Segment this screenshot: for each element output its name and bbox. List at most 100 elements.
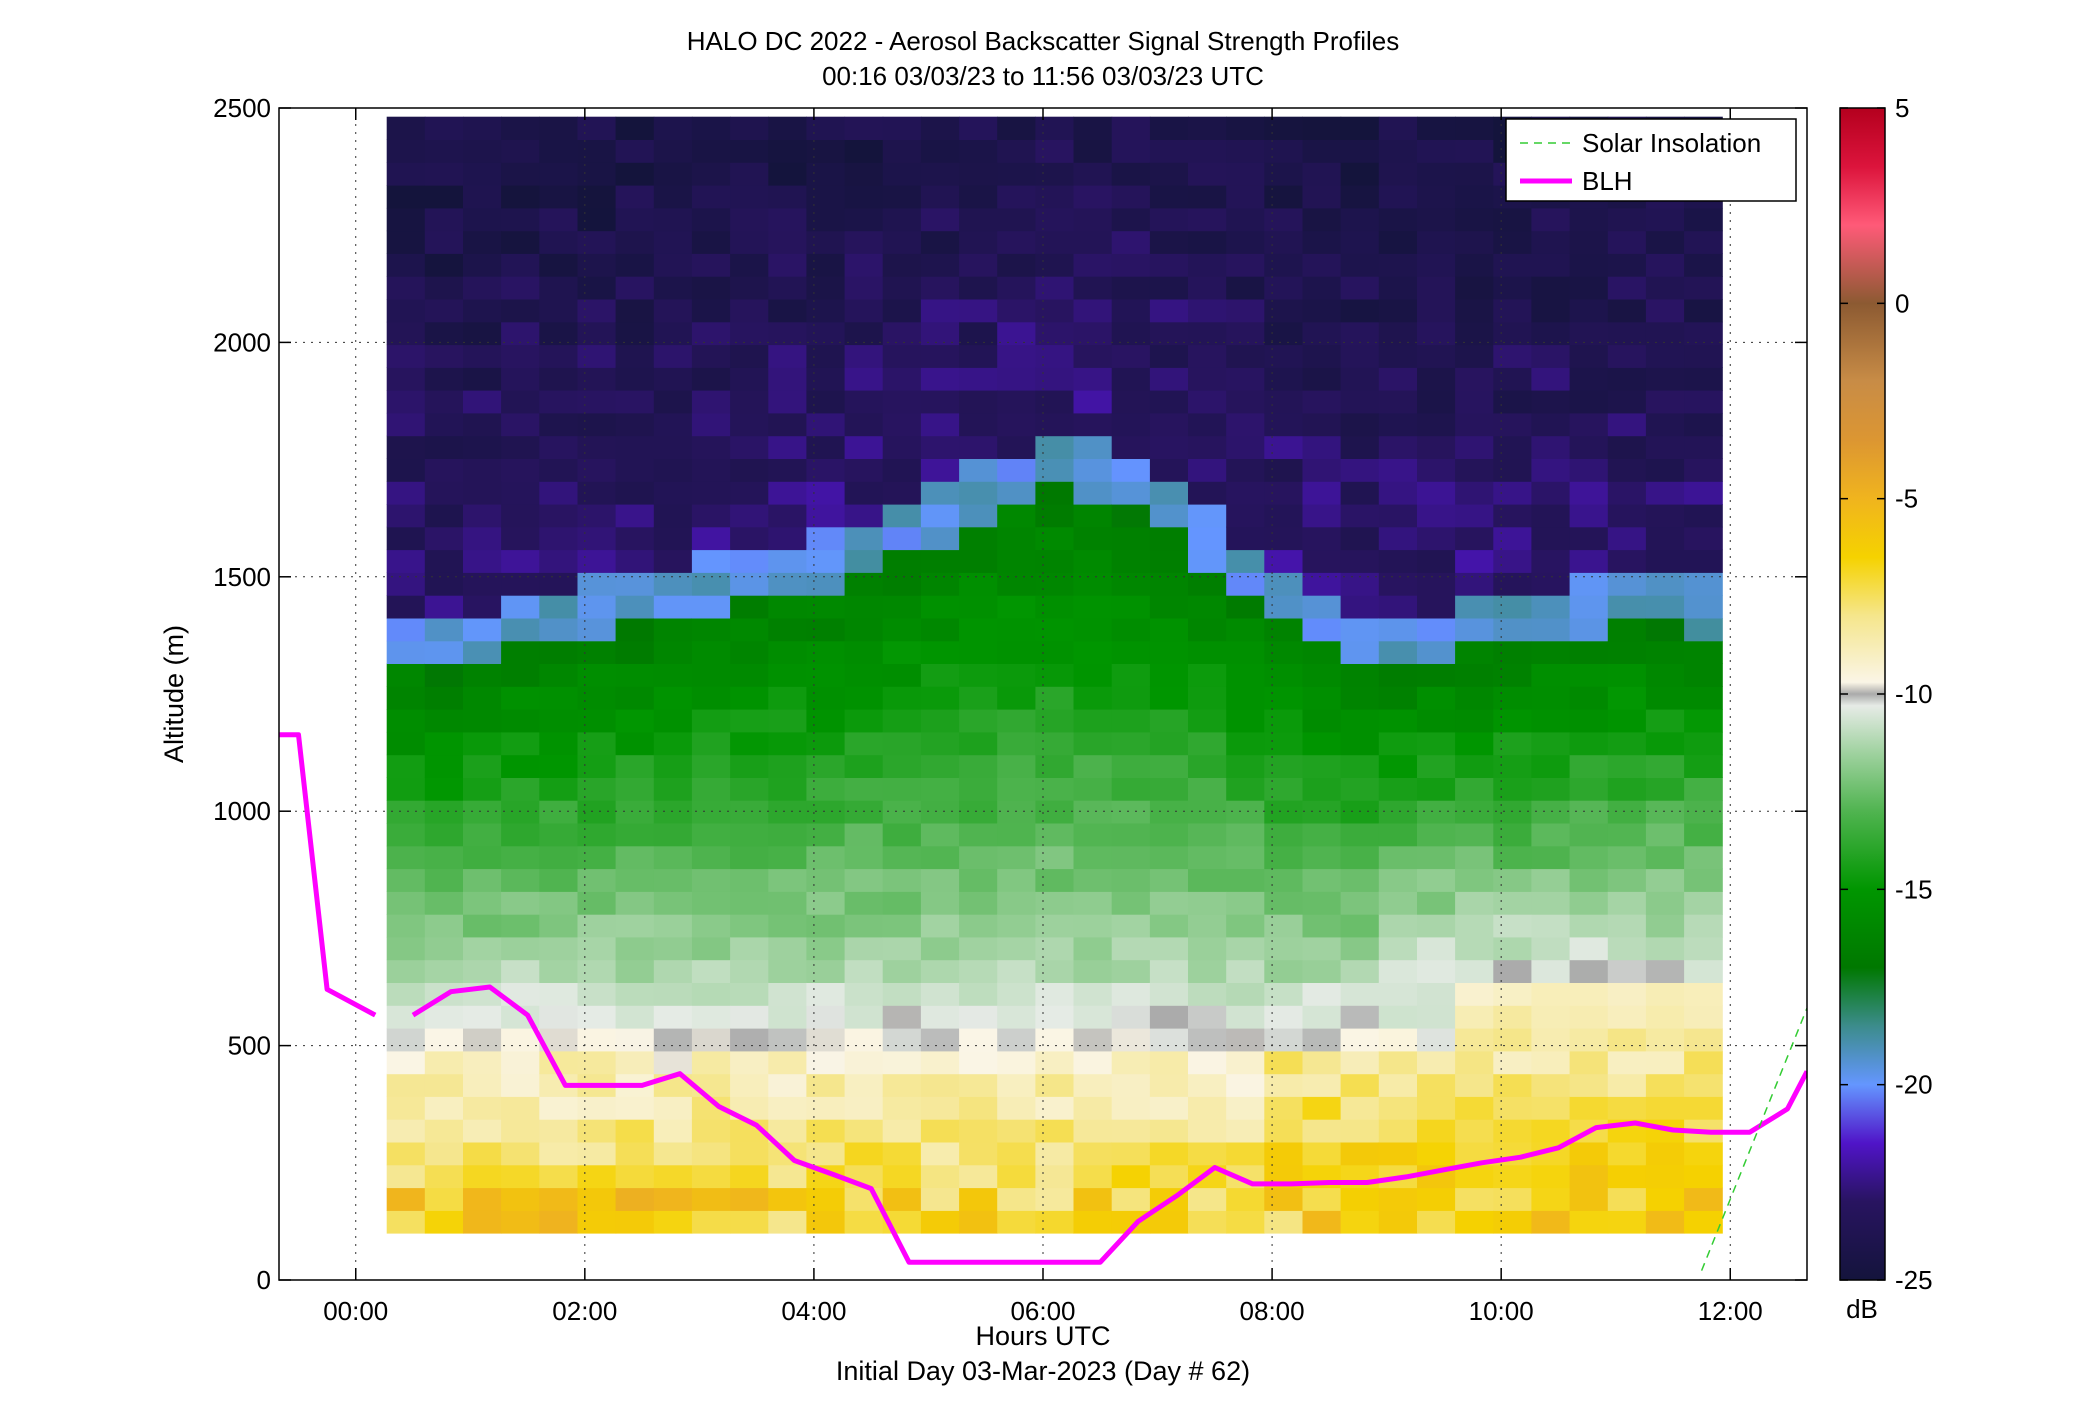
heatmap-cell xyxy=(730,435,769,459)
heatmap-cell xyxy=(653,709,693,733)
heatmap-cell xyxy=(1493,299,1532,323)
heatmap-cell xyxy=(424,1096,464,1120)
heatmap-cell xyxy=(501,731,540,756)
heatmap-cell xyxy=(959,754,998,778)
heatmap-cell xyxy=(1188,868,1227,892)
heatmap-cell xyxy=(653,549,693,573)
heatmap-cell xyxy=(577,1005,617,1029)
heatmap-cell xyxy=(997,458,1036,482)
heatmap-cell xyxy=(1607,230,1647,254)
heatmap-cell xyxy=(1569,435,1609,459)
heatmap-cell xyxy=(1645,321,1685,346)
heatmap-cell xyxy=(1111,777,1151,801)
heatmap-cell xyxy=(806,1142,846,1166)
heatmap-cell xyxy=(1188,230,1227,254)
heatmap-cell xyxy=(1531,435,1571,459)
x-axis: 00:00 02:00 04:00 06:00 08:00 10:00 12:00 xyxy=(323,108,1763,1326)
heatmap-cell xyxy=(1455,618,1494,642)
heatmap-cell xyxy=(1035,367,1075,391)
heatmap-cell xyxy=(653,686,693,710)
heatmap-cell xyxy=(806,663,846,687)
heatmap-cell xyxy=(1149,458,1189,482)
heatmap-cell xyxy=(691,435,731,459)
heatmap-cell xyxy=(1073,891,1113,915)
heatmap-cell xyxy=(577,481,617,505)
heatmap-cell xyxy=(1264,982,1303,1006)
heatmap-cell xyxy=(1188,1119,1227,1143)
heatmap-cell xyxy=(1264,367,1303,391)
heatmap-cell xyxy=(1149,823,1189,847)
heatmap-cell xyxy=(691,1164,731,1189)
heatmap-cell xyxy=(1493,390,1532,414)
heatmap-cell xyxy=(806,754,846,778)
heatmap-cell xyxy=(730,321,769,346)
heatmap-cell xyxy=(1302,116,1342,140)
heatmap-cell xyxy=(997,914,1036,938)
heatmap-cell xyxy=(1684,800,1723,824)
heatmap-cell xyxy=(1417,549,1456,573)
heatmap-cell xyxy=(920,276,960,300)
heatmap-cell xyxy=(501,640,540,664)
heatmap-cell xyxy=(1417,458,1456,482)
heatmap-cell xyxy=(730,777,769,801)
legend-solar-label: Solar Insolation xyxy=(1582,128,1761,158)
heatmap-cell xyxy=(959,891,998,915)
heatmap-cell xyxy=(1226,800,1265,824)
heatmap-cell xyxy=(691,777,731,801)
heatmap-cell xyxy=(1569,572,1609,596)
heatmap-cell xyxy=(501,458,540,482)
heatmap-cell xyxy=(1455,982,1494,1006)
heatmap-cell xyxy=(1378,481,1418,505)
heatmap-cell xyxy=(959,1073,998,1097)
heatmap-cell xyxy=(1149,162,1189,186)
heatmap-cell xyxy=(1149,481,1189,505)
heatmap-cell xyxy=(1264,1187,1303,1211)
x-tick-label: 02:00 xyxy=(552,1296,617,1326)
heatmap-cell xyxy=(1340,230,1380,254)
heatmap-cell xyxy=(1302,731,1342,756)
heatmap-cell xyxy=(1302,1119,1342,1143)
heatmap-cell xyxy=(1378,640,1418,664)
heatmap-cell xyxy=(1493,367,1532,391)
heatmap-cell xyxy=(997,595,1036,619)
heatmap-cell xyxy=(1149,618,1189,642)
heatmap-cell xyxy=(1684,982,1723,1006)
heatmap-cell xyxy=(1111,1005,1151,1029)
heatmap-cell xyxy=(1111,891,1151,915)
heatmap-cell xyxy=(1035,1187,1075,1211)
heatmap-cell xyxy=(424,959,464,983)
heatmap-cell xyxy=(1531,959,1571,983)
heatmap-cell xyxy=(1226,185,1265,209)
heatmap-cell xyxy=(1684,572,1723,596)
heatmap-cell xyxy=(1111,754,1151,778)
heatmap-cell xyxy=(1264,481,1303,505)
heatmap-cell xyxy=(1302,276,1342,300)
heatmap-cell xyxy=(1264,139,1303,163)
heatmap-cell xyxy=(1035,253,1075,277)
heatmap-cell xyxy=(539,1119,578,1143)
heatmap-cell xyxy=(539,914,578,938)
heatmap-cell xyxy=(806,1028,846,1052)
heatmap-cell xyxy=(806,549,846,573)
heatmap-cell xyxy=(1455,504,1494,528)
heatmap-cell xyxy=(1417,321,1456,346)
heatmap-cell xyxy=(386,321,426,346)
heatmap-cell xyxy=(1569,207,1609,232)
heatmap-cell xyxy=(1531,230,1571,254)
heatmap-cell xyxy=(1340,1005,1380,1029)
heatmap-cell xyxy=(997,754,1036,778)
heatmap-cell xyxy=(1226,549,1265,573)
heatmap-cell xyxy=(997,230,1036,254)
heatmap-cell xyxy=(1455,640,1494,664)
heatmap-cell xyxy=(577,1096,617,1120)
heatmap-cell xyxy=(539,412,578,437)
heatmap-cell xyxy=(1073,595,1113,619)
heatmap-cell xyxy=(1264,185,1303,209)
heatmap-cell xyxy=(1378,1005,1418,1029)
heatmap-cell xyxy=(653,344,693,368)
heatmap-cell xyxy=(386,1073,426,1097)
heatmap-cell xyxy=(1340,1119,1380,1143)
heatmap-cell xyxy=(1493,1210,1532,1234)
heatmap-cell xyxy=(1569,686,1609,710)
heatmap-cell xyxy=(1569,777,1609,801)
